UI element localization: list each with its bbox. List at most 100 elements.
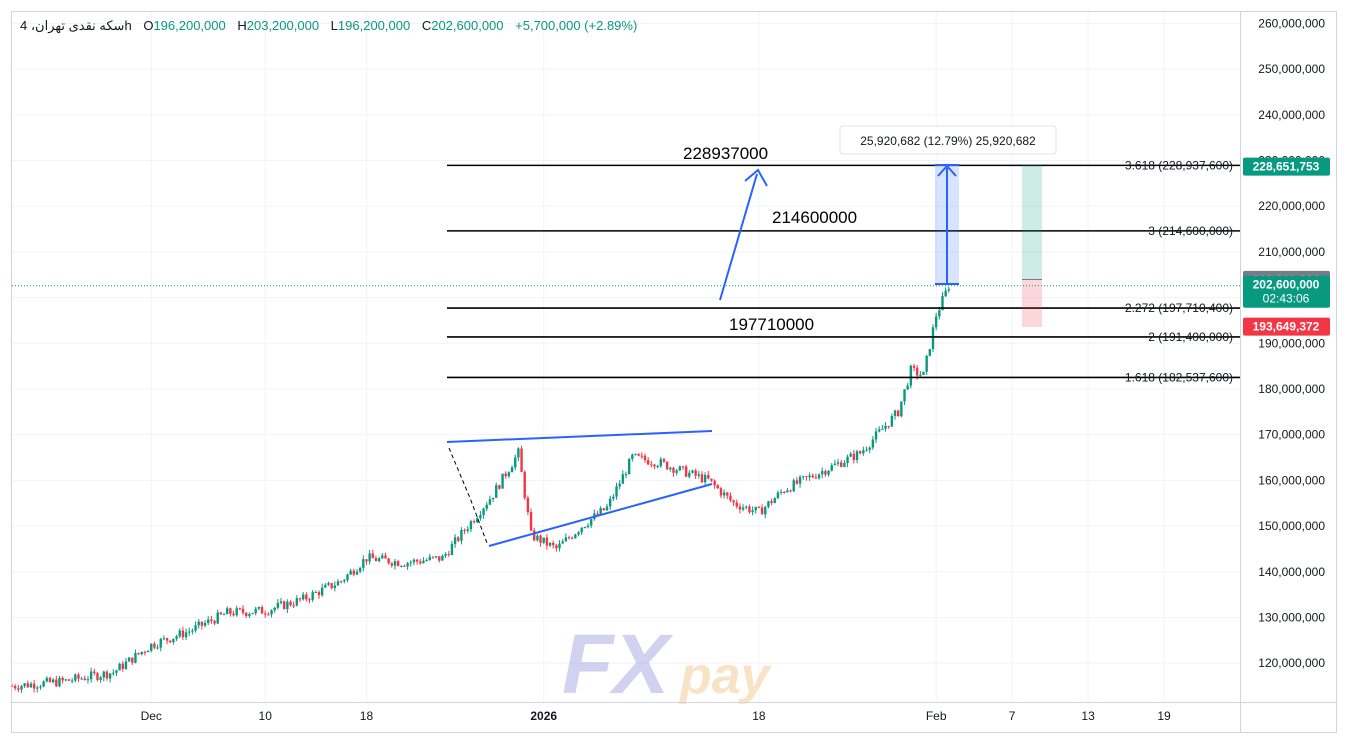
candle-body [175, 636, 178, 639]
candle-body [336, 581, 340, 586]
candle-body [339, 581, 343, 583]
candle-body [463, 529, 466, 531]
candle-body [795, 480, 799, 484]
candle-body [472, 521, 476, 523]
candle-body [900, 401, 903, 417]
candle-body [409, 562, 412, 564]
candle-body [365, 559, 368, 562]
candle-body [415, 559, 419, 562]
candle-body [767, 501, 770, 507]
x-tick-label: 19 [1157, 709, 1171, 723]
candle-body [814, 477, 818, 479]
candle-body [67, 679, 71, 681]
candle-body [577, 532, 580, 535]
annotation-target-1: 228937000 [683, 144, 768, 163]
candle-body [650, 464, 653, 466]
candle-body [859, 451, 862, 454]
candle-body [178, 630, 181, 637]
candle-body [292, 605, 295, 607]
candle-body [884, 425, 887, 429]
plot-frame [11, 11, 1337, 733]
price-badge [1243, 317, 1330, 336]
open-value: 196,200,000 [153, 18, 226, 33]
candle-body [779, 491, 783, 493]
candle-body [881, 428, 884, 430]
candle-body [131, 657, 134, 663]
candle-body [764, 506, 767, 515]
candle-body [390, 563, 393, 566]
candle-body [23, 683, 26, 687]
x-tick-label: 18 [752, 709, 766, 723]
candle-body [118, 663, 121, 671]
candle-body [612, 496, 615, 499]
x-tick-label: 10 [259, 709, 273, 723]
candle-body [665, 461, 669, 470]
candle-body [498, 485, 501, 489]
candle-body [425, 559, 428, 561]
candle-body [495, 485, 498, 498]
symbol-title[interactable]: سکه نقدی تهران، 4h [20, 18, 132, 33]
candle-body [400, 565, 403, 567]
candle-body [169, 640, 172, 643]
candle-body [165, 638, 169, 641]
x-tick-label: Feb [926, 709, 947, 723]
candle-body [523, 471, 526, 498]
long-position-profit-zone[interactable] [1022, 165, 1042, 279]
fibonacci-extension[interactable]: 3.618 (228,937,600) 3 (214,600,000) 2.272 … [447, 158, 1240, 384]
change-value: +5,700,000 (+2.89%) [515, 18, 638, 33]
candle-body [260, 606, 264, 614]
candle-body [792, 480, 795, 492]
candle-body [802, 476, 805, 478]
candle-body [20, 686, 23, 690]
candle-body [669, 467, 672, 470]
candle-body [596, 513, 599, 515]
candle-body [289, 601, 292, 606]
candle-body [254, 608, 257, 614]
measure-arrow-head [937, 164, 957, 177]
candle-body [634, 453, 637, 455]
drawings[interactable]: 25,920,682 (12.79%) 25,920,682 [446, 125, 1057, 547]
time-axis[interactable]: Dec 10 18 2026 18 Feb 7 13 19 [141, 709, 1171, 723]
candle-body [245, 612, 248, 616]
candle-body [381, 555, 384, 559]
x-tick-label: Dec [141, 709, 162, 723]
channel-lower-trendline[interactable] [488, 483, 713, 547]
long-position-loss-zone[interactable] [1022, 280, 1042, 327]
price-axis[interactable]: 120,000,000 130,000,000 140,000,000 150,000… [1258, 16, 1325, 670]
candle-body [488, 499, 492, 505]
channel-upper-trendline[interactable] [446, 430, 713, 443]
annotation-target-3: 197710000 [729, 315, 814, 334]
y-tick-label: 120,000,000 [1258, 656, 1325, 670]
candle-body [713, 480, 716, 486]
candle-body [295, 598, 299, 606]
candle-body [362, 559, 365, 568]
candle-body [438, 556, 441, 561]
candle-body [105, 671, 109, 679]
candle-body [29, 683, 33, 688]
candle-body [327, 583, 330, 585]
candle-body [678, 466, 682, 471]
projection-arrow-line[interactable] [719, 173, 758, 301]
candle-body [684, 466, 688, 477]
candle-body [358, 567, 362, 572]
low-label: L [330, 18, 338, 33]
candle-body [102, 671, 105, 678]
candle-body [368, 553, 371, 562]
candle-body [738, 506, 742, 510]
candle-body [789, 490, 792, 492]
candle-body [453, 537, 457, 545]
candle-body [520, 448, 523, 472]
candle-body [197, 621, 200, 626]
candle-body [928, 349, 932, 356]
candle-body [681, 466, 685, 468]
candle-body [127, 657, 131, 662]
candle-body [83, 678, 86, 681]
candle-body [267, 614, 270, 616]
candle-body [349, 570, 352, 575]
candle-body [263, 613, 267, 615]
candle-body [536, 535, 539, 541]
candle-body [384, 555, 387, 559]
candle-body [450, 544, 454, 555]
